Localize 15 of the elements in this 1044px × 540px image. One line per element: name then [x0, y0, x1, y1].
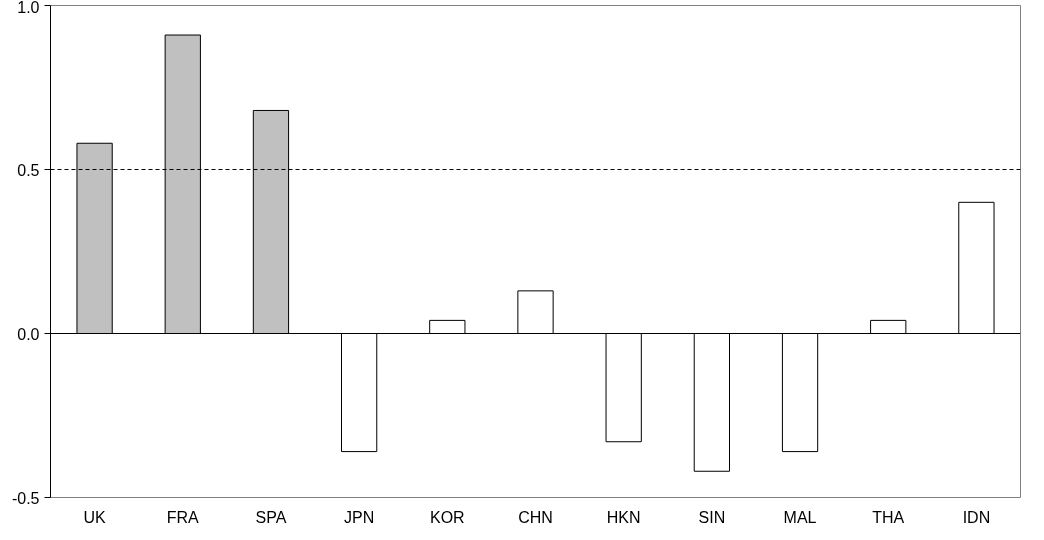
- x-tick-label: CHN: [518, 508, 553, 526]
- y-tick-label: -0.5: [11, 489, 40, 507]
- x-tick-label: UK: [83, 508, 107, 526]
- x-tick-label: KOR: [429, 508, 465, 526]
- y-tick-label: 0.5: [17, 161, 40, 179]
- x-tick-label: THA: [872, 508, 905, 526]
- x-tick-label: IDN: [962, 508, 991, 526]
- y-tick-label: 1.0: [17, 0, 40, 16]
- x-tick-label: FRA: [166, 508, 200, 526]
- x-tick-label: SPA: [255, 508, 287, 526]
- y-tick-label: 0.0: [17, 325, 40, 343]
- x-tick-label: JPN: [344, 508, 375, 526]
- x-tick-label: HKN: [606, 508, 641, 526]
- x-tick-label: SIN: [698, 508, 726, 526]
- x-tick-label: MAL: [783, 508, 817, 526]
